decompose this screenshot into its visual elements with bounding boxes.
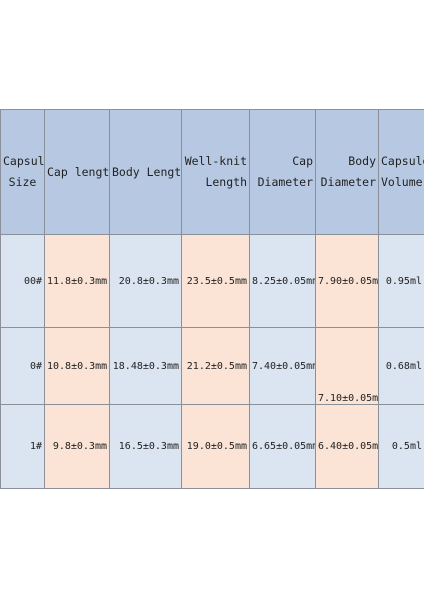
cell-well-knit-length: 19.0±0.5mm: [181, 404, 250, 489]
cell-body-diameter: 6.40±0.05mm: [315, 404, 379, 489]
cell-body-length: 20.8±0.3mm: [109, 234, 182, 328]
header-cap-diameter-line2: Diameter: [257, 175, 313, 189]
header-capsule-size: Capsule Size: [0, 109, 45, 235]
cell-size: 00#: [0, 234, 45, 328]
header-row: Capsule Size Cap length Body Length Well…: [0, 109, 424, 235]
header-cap-length: Cap length: [44, 109, 110, 235]
header-capsule-volume-line1: Capsule: [381, 154, 424, 168]
header-body-diameter-line1: Body: [348, 154, 376, 168]
cell-body-length: 18.48±0.3mm: [109, 327, 182, 405]
header-capsule-size-line2: Size: [8, 175, 37, 189]
table-row: 0# 10.8±0.3mm 18.48±0.3mm 21.2±0.5mm 7.4…: [0, 327, 424, 405]
table-row: 00# 11.8±0.3mm 20.8±0.3mm 23.5±0.5mm 8.2…: [0, 234, 424, 328]
cell-volume: 0.95ml: [378, 234, 424, 328]
cell-size: 0#: [0, 327, 45, 405]
header-cap-length-text: Cap length: [47, 164, 110, 179]
header-body-length: Body Length: [109, 109, 182, 235]
table-row: 1# 9.8±0.3mm 16.5±0.3mm 19.0±0.5mm 6.65±…: [0, 404, 424, 489]
cell-cap-length: 10.8±0.3mm: [44, 327, 110, 405]
capsule-size-table: Capsule Size Cap length Body Length Well…: [0, 109, 424, 489]
cell-body-diameter: 7.90±0.05mm: [315, 234, 379, 328]
cell-cap-length: 9.8±0.3mm: [44, 404, 110, 489]
cell-volume: 0.68ml: [378, 327, 424, 405]
cell-volume: 0.5ml: [378, 404, 424, 489]
cell-body-diameter: 7.10±0.05mm: [315, 327, 379, 405]
cell-cap-diameter: 6.65±0.05mm: [249, 404, 316, 489]
header-well-knit-length-line1: Well-knit: [184, 154, 247, 168]
header-body-diameter-line2: Diameter: [320, 175, 376, 189]
header-capsule-volume-line2: Volume: [381, 175, 423, 189]
cell-well-knit-length: 23.5±0.5mm: [181, 234, 250, 328]
header-body-diameter: Body Diameter: [315, 109, 379, 235]
cell-well-knit-length: 21.2±0.5mm: [181, 327, 250, 405]
cell-size: 1#: [0, 404, 45, 489]
header-capsule-volume: Capsule Volume: [378, 109, 424, 235]
header-body-length-text: Body Length: [112, 164, 182, 179]
cell-cap-diameter: 7.40±0.05mm: [249, 327, 316, 405]
header-well-knit-length-line2: Length: [205, 175, 247, 189]
cell-cap-diameter: 8.25±0.05mm: [249, 234, 316, 328]
header-cap-diameter-line1: Cap: [292, 154, 313, 168]
header-well-knit-length: Well-knit Length: [181, 109, 250, 235]
cell-cap-length: 11.8±0.3mm: [44, 234, 110, 328]
cell-body-length: 16.5±0.3mm: [109, 404, 182, 489]
header-capsule-size-line1: Capsule: [3, 154, 45, 168]
header-cap-diameter: Cap Diameter: [249, 109, 316, 235]
